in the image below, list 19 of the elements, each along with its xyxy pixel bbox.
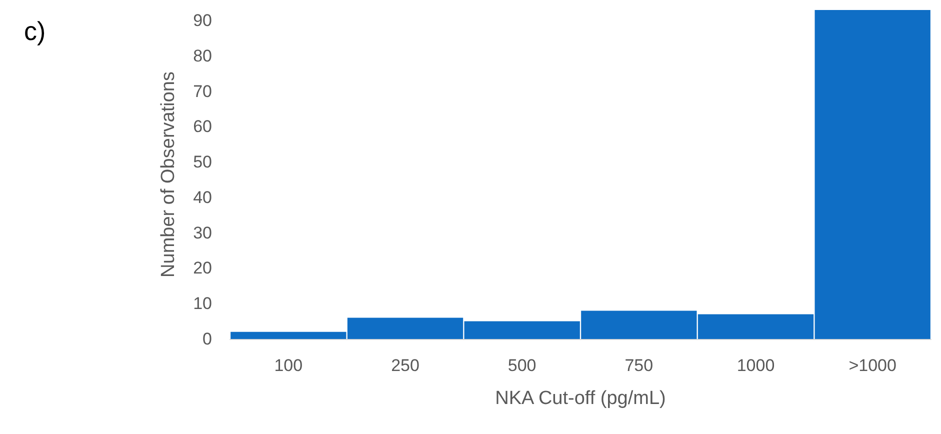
y-tick-label: 90 xyxy=(193,11,212,30)
text: c) xyxy=(24,16,46,46)
y-tick-label: 80 xyxy=(193,46,212,66)
y-tick-label: 30 xyxy=(193,223,212,242)
x-tick-label: >1000 xyxy=(848,356,896,375)
y-tick-label: 10 xyxy=(193,294,212,314)
x-axis-title: NKA Cut-off (pg/mL) xyxy=(495,388,666,409)
y-tick-label: 60 xyxy=(193,117,212,136)
y-tick-label: 20 xyxy=(193,258,212,278)
y-tick-label: 0 xyxy=(202,330,212,348)
y-tick-label: 70 xyxy=(193,82,212,101)
x-tick-label: 250 xyxy=(391,356,420,375)
x-tick-label: 100 xyxy=(274,356,303,375)
x-tick-label: 1000 xyxy=(736,356,775,375)
x-tick-label: 500 xyxy=(508,356,536,375)
y-tick-label: 50 xyxy=(193,152,212,172)
x-tick-label: 750 xyxy=(624,356,654,375)
y-tick-label: 40 xyxy=(193,188,212,207)
y-axis-title: Number of Observations xyxy=(158,72,179,278)
